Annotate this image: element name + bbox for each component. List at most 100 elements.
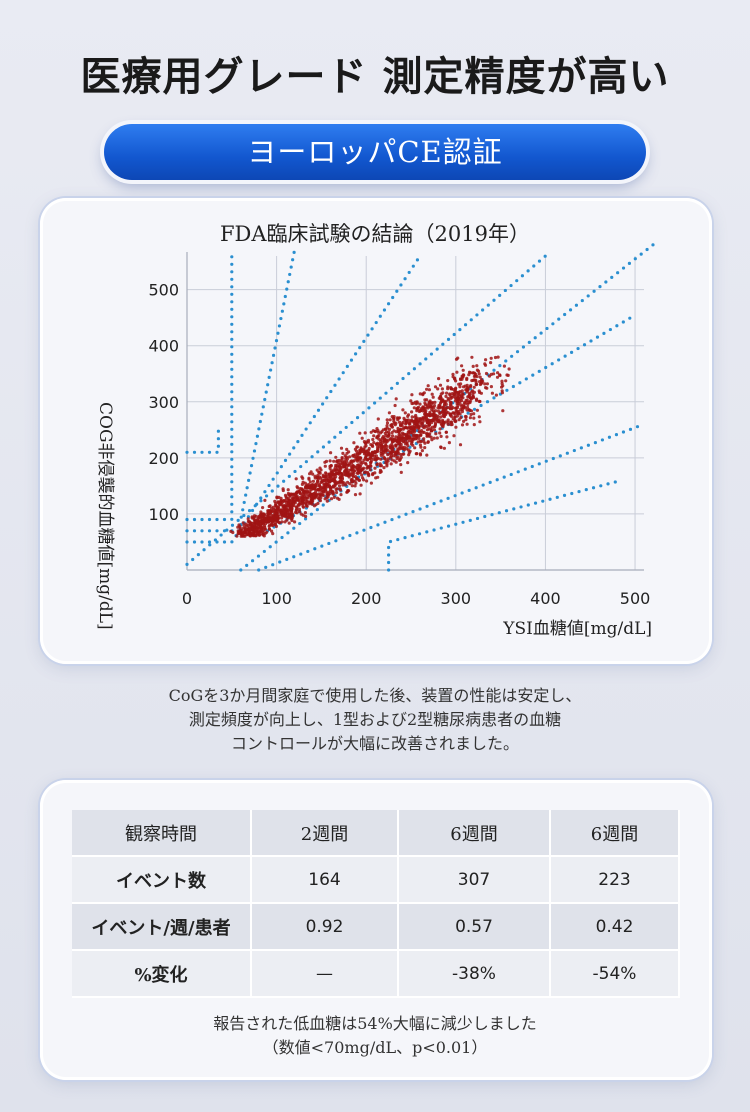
data-point [402,416,406,420]
data-point [498,373,502,378]
data-point [379,457,383,461]
data-point [404,421,408,425]
data-point [460,392,464,396]
x-tick-label: 400 [530,589,561,608]
data-point [449,387,453,391]
data-point [428,405,432,409]
data-point [445,391,449,395]
data-point [353,493,358,497]
data-point [273,499,277,503]
data-point [455,370,459,374]
data-point [445,435,449,439]
data-point [507,367,511,371]
data-point [288,503,293,507]
data-point [403,411,407,415]
data-point [502,364,506,368]
data-point [358,492,362,496]
data-point [318,499,322,503]
data-point [485,382,489,386]
data-point [323,464,327,468]
data-point [268,509,272,513]
data-point [261,512,265,516]
data-point [371,472,375,476]
data-point [257,514,261,518]
data-point [500,379,504,383]
data-point [311,479,315,483]
data-point [462,405,466,409]
data-point [246,517,250,521]
data-point [296,498,300,502]
data-point [235,534,239,538]
data-point [262,524,267,528]
data-point [326,490,330,494]
data-point [279,498,283,503]
data-point [287,521,291,525]
data-point [295,511,299,515]
data-point [374,454,378,458]
data-point [303,481,307,485]
data-point [490,391,494,395]
data-point [322,475,326,479]
data-point [290,512,294,516]
data-point [465,388,469,392]
data-point [327,478,331,483]
data-point [405,441,409,445]
data-point [317,475,322,479]
data-point [263,498,267,502]
data-point [332,459,336,463]
data-point [373,466,377,470]
data-point [358,451,362,455]
data-point [378,468,383,472]
data-point [231,530,235,535]
data-point [436,387,440,391]
data-point [277,510,281,514]
data-point [248,534,252,538]
data-point [418,439,422,443]
data-point [279,511,283,515]
row-label: %変化 [72,951,252,998]
data-point [459,407,463,411]
data-point [459,416,463,420]
data-point [403,426,407,430]
data-point [372,434,376,438]
data-point [435,416,439,420]
data-point [252,528,257,532]
data-point [444,411,448,415]
data-point [439,415,443,419]
data-point [501,409,505,413]
row-label: イベント/週/患者 [72,904,252,951]
data-point [294,505,298,509]
data-point [419,433,423,438]
y-axis-label: COG非侵襲的血糖値[mg/dL] [95,402,115,630]
data-point [327,493,331,497]
data-point [261,520,265,524]
data-point [404,436,408,440]
data-point [242,523,246,527]
data-point [379,453,383,457]
data-point [474,380,478,384]
table-header-cell: 6週間 [551,810,680,857]
data-point [241,521,245,525]
data-point [489,372,493,376]
data-point [287,499,291,504]
data-point [318,494,322,498]
data-point [345,490,349,494]
data-point [473,374,477,378]
data-point [289,492,293,496]
y-tick-label: 100 [148,505,179,524]
data-point [328,459,332,463]
table-cell: 164 [252,857,399,904]
data-point [496,355,500,359]
data-point [410,415,414,419]
data-point [472,416,476,420]
data-point [407,432,411,436]
data-point [479,391,483,395]
data-point [449,401,453,405]
data-point [275,505,280,509]
data-point [477,372,481,376]
data-point [392,417,396,421]
data-point [350,466,354,470]
data-point [451,372,455,376]
data-point [369,481,373,485]
data-points [229,355,511,538]
